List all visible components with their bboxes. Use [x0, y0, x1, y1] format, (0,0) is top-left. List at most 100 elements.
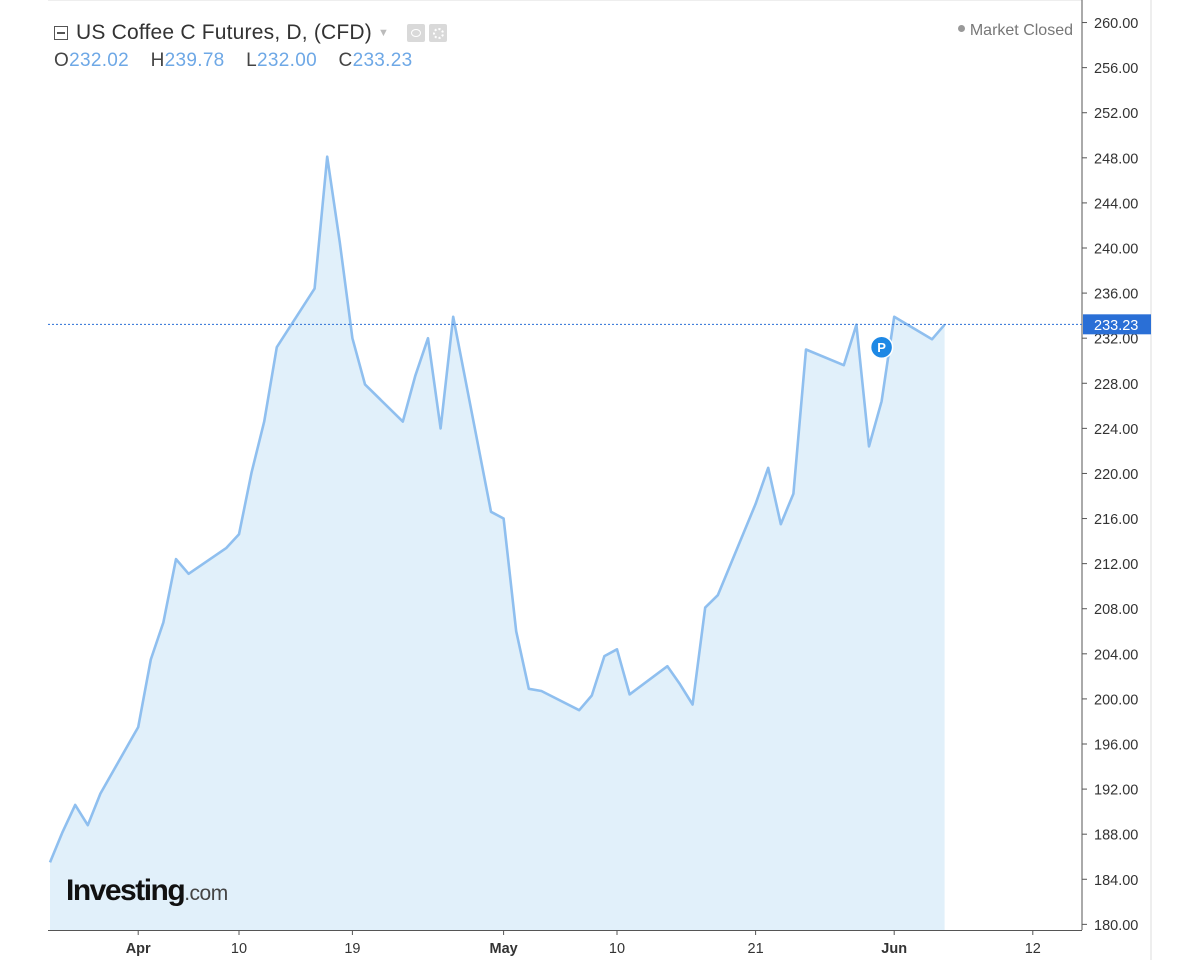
x-tick-label: 12 — [1025, 941, 1041, 957]
data-point — [223, 545, 229, 551]
data-point — [60, 829, 66, 835]
y-tick-label: 236.00 — [1094, 287, 1138, 303]
y-tick-label: 212.00 — [1094, 557, 1138, 573]
data-point — [715, 592, 721, 598]
event-marker-icon — [869, 335, 894, 359]
logo-tld: .com — [184, 882, 228, 905]
status-dot-icon — [957, 25, 965, 33]
data-point — [891, 314, 897, 320]
y-tick-label: 220.00 — [1094, 467, 1138, 483]
x-tick-label: 10 — [609, 941, 625, 957]
data-point — [173, 556, 179, 562]
high-value: 239.78 — [164, 50, 225, 71]
y-tick-label: 248.00 — [1094, 151, 1138, 167]
data-point — [135, 724, 141, 730]
x-tick-label: 10 — [231, 941, 247, 957]
data-point — [627, 691, 633, 697]
data-point — [488, 509, 494, 515]
chart-title: US Coffee C Futures, D, (CFD) — [76, 21, 372, 44]
data-point — [601, 653, 607, 659]
data-point — [47, 859, 53, 865]
data-point — [790, 491, 796, 497]
low-value: 232.00 — [257, 50, 317, 71]
data-point — [148, 657, 154, 663]
data-point — [526, 686, 532, 692]
data-point — [261, 419, 267, 425]
time-axis[interactable]: Apr 10 19 May 10 21 Jun 12 — [126, 930, 1041, 957]
price-overlays: 233.23 P — [48, 314, 1151, 359]
data-point — [677, 681, 683, 687]
y-tick-label: 216.00 — [1094, 512, 1138, 528]
data-point — [438, 425, 444, 431]
x-tick-label: 19 — [344, 941, 360, 957]
y-tick-label: 188.00 — [1094, 828, 1138, 844]
data-point — [538, 688, 544, 694]
price-area-fill — [50, 156, 945, 930]
y-tick-label: 244.00 — [1094, 196, 1138, 212]
data-point — [160, 619, 166, 625]
y-tick-label: 192.00 — [1094, 783, 1138, 799]
data-point — [753, 501, 759, 507]
event-marker-label: P — [877, 340, 886, 355]
data-point — [589, 693, 595, 699]
data-point — [576, 707, 582, 713]
market-status: Market Closed — [957, 22, 1073, 40]
data-point — [362, 381, 368, 387]
x-tick-label: Jun — [881, 941, 907, 957]
close-label: C — [338, 50, 353, 71]
data-point — [450, 314, 456, 320]
gear-icon[interactable] — [428, 24, 447, 42]
y-tick-label: 228.00 — [1094, 377, 1138, 393]
low-label: L — [246, 50, 258, 71]
data-point — [778, 521, 784, 527]
data-point — [513, 628, 519, 634]
high-label: H — [150, 50, 165, 71]
data-point — [765, 465, 771, 471]
y-tick-label: 180.00 — [1094, 918, 1138, 934]
y-tick-label: 184.00 — [1094, 873, 1138, 889]
x-tick-label: 21 — [748, 941, 764, 957]
y-tick-label: 260.00 — [1094, 16, 1138, 32]
logo-brand: Investing — [66, 874, 186, 907]
x-tick-label: May — [489, 941, 517, 957]
data-point — [349, 335, 355, 341]
y-tick-label: 196.00 — [1094, 738, 1138, 754]
data-point — [337, 239, 343, 245]
eye-icon[interactable] — [406, 24, 425, 42]
data-point — [690, 702, 696, 708]
data-point — [312, 286, 318, 292]
last-price-label: 233.23 — [1094, 318, 1138, 334]
data-point — [702, 605, 708, 611]
data-point — [85, 822, 91, 828]
open-label: O — [54, 50, 70, 71]
data-point — [425, 335, 431, 341]
data-point — [249, 469, 255, 475]
caret-down-icon[interactable]: ▼ — [377, 27, 389, 39]
chart-frame — [48, 0, 1152, 960]
data-point — [236, 531, 242, 537]
data-point — [186, 571, 192, 577]
y-tick-label: 200.00 — [1094, 692, 1138, 708]
y-tick-label: 256.00 — [1094, 61, 1138, 77]
close-value: 233.23 — [352, 50, 413, 71]
collapse-icon[interactable] — [54, 26, 68, 40]
y-tick-label: 208.00 — [1094, 602, 1138, 618]
price-axis[interactable]: 260.00 256.00 252.00 248.00 244.00 240.00 236.… — [1082, 16, 1138, 934]
data-point — [97, 791, 103, 797]
data-point — [803, 347, 809, 353]
y-tick-label: 204.00 — [1094, 647, 1138, 663]
data-point — [614, 646, 620, 652]
chart-legend: US Coffee C Futures, D, (CFD) ▼ O232.02 … — [54, 18, 451, 72]
data-point — [929, 336, 935, 342]
data-point — [841, 362, 847, 368]
data-point — [72, 802, 78, 808]
price-line — [48, 155, 946, 863]
investing-logo: Investing.com — [66, 874, 228, 908]
data-point — [412, 372, 418, 378]
data-point — [274, 344, 280, 350]
data-point — [879, 398, 885, 404]
plot-area[interactable] — [47, 154, 948, 930]
last-price-badge — [1083, 314, 1151, 335]
data-point — [866, 443, 872, 449]
